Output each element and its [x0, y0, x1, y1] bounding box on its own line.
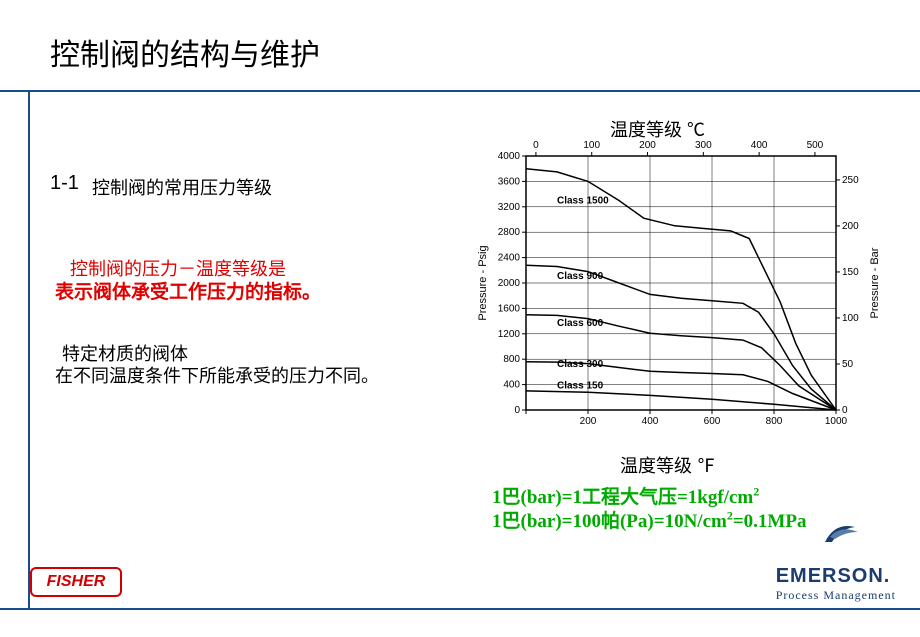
svg-text:0: 0	[533, 140, 539, 151]
svg-text:3200: 3200	[498, 202, 521, 213]
conversion-line-2: 1巴(bar)=100帕(Pa)=10N/cm2=0.1MPa	[492, 506, 806, 533]
svg-text:2800: 2800	[498, 227, 521, 238]
emerson-logo-sub: Process Management	[776, 588, 896, 603]
svg-text:Class 300: Class 300	[557, 359, 604, 370]
divider-vertical	[28, 90, 30, 610]
conversion-line-1: 1巴(bar)=1工程大气压=1kgf/cm2	[492, 482, 759, 509]
svg-text:Class 1500: Class 1500	[557, 196, 609, 207]
conv2-text-b: =0.1MPa	[733, 511, 807, 532]
svg-text:200: 200	[639, 140, 656, 151]
chart-bottom-axis-title: 温度等级 ℉	[620, 452, 715, 478]
svg-text:400: 400	[642, 416, 659, 427]
section-text: 控制阀的常用压力等级	[92, 174, 272, 200]
highlight-line-2: 表示阀体承受工作压力的指标。	[55, 277, 321, 304]
svg-text:400: 400	[751, 140, 768, 151]
divider-bottom	[0, 608, 920, 610]
svg-text:Class 900: Class 900	[557, 271, 604, 282]
emerson-logo: EMERSON. Process Management	[776, 565, 896, 603]
svg-text:1200: 1200	[498, 329, 521, 340]
section-number: 1-1	[50, 172, 79, 195]
svg-text:Class 150: Class 150	[557, 380, 604, 391]
svg-text:2400: 2400	[498, 253, 521, 264]
divider-top	[0, 90, 920, 92]
conv2-text-a: 1巴(bar)=100帕(Pa)=10N/cm	[492, 511, 727, 532]
svg-text:Pressure - Psig: Pressure - Psig	[477, 245, 489, 320]
svg-text:200: 200	[842, 221, 859, 232]
svg-text:4000: 4000	[498, 151, 521, 162]
svg-text:100: 100	[583, 140, 600, 151]
svg-text:800: 800	[503, 354, 520, 365]
svg-text:400: 400	[503, 380, 520, 391]
page-title: 控制阀的结构与维护	[50, 30, 320, 74]
svg-text:600: 600	[704, 416, 721, 427]
emerson-logo-main: EMERSON.	[776, 565, 896, 588]
svg-text:3600: 3600	[498, 176, 521, 187]
svg-text:300: 300	[695, 140, 712, 151]
svg-text:250: 250	[842, 175, 859, 186]
svg-text:2000: 2000	[498, 278, 521, 289]
svg-text:1000: 1000	[825, 416, 848, 427]
svg-text:Class 600: Class 600	[557, 318, 604, 329]
conv1-sup: 2	[753, 485, 759, 499]
svg-text:50: 50	[842, 359, 854, 370]
body-line-2: 在不同温度条件下所能承受的压力不同。	[55, 362, 379, 388]
svg-text:800: 800	[766, 416, 783, 427]
svg-text:500: 500	[807, 140, 824, 151]
pressure-temperature-chart: 0400800120016002000240028003200360040000…	[470, 110, 890, 470]
svg-text:Pressure - Bar: Pressure - Bar	[869, 247, 881, 318]
svg-text:1600: 1600	[498, 303, 521, 314]
svg-text:0: 0	[514, 405, 520, 416]
emerson-swoosh-icon	[820, 517, 860, 547]
fisher-logo: FISHER	[30, 567, 122, 597]
svg-text:150: 150	[842, 267, 859, 278]
svg-text:200: 200	[580, 416, 597, 427]
conv1-text: 1巴(bar)=1工程大气压=1kgf/cm	[492, 487, 753, 508]
svg-text:0: 0	[842, 405, 848, 416]
svg-text:100: 100	[842, 313, 859, 324]
fisher-logo-text: FISHER	[47, 573, 106, 591]
slide: 控制阀的结构与维护 1-1 控制阀的常用压力等级 控制阀的压力－温度等级是 表示…	[0, 0, 920, 637]
